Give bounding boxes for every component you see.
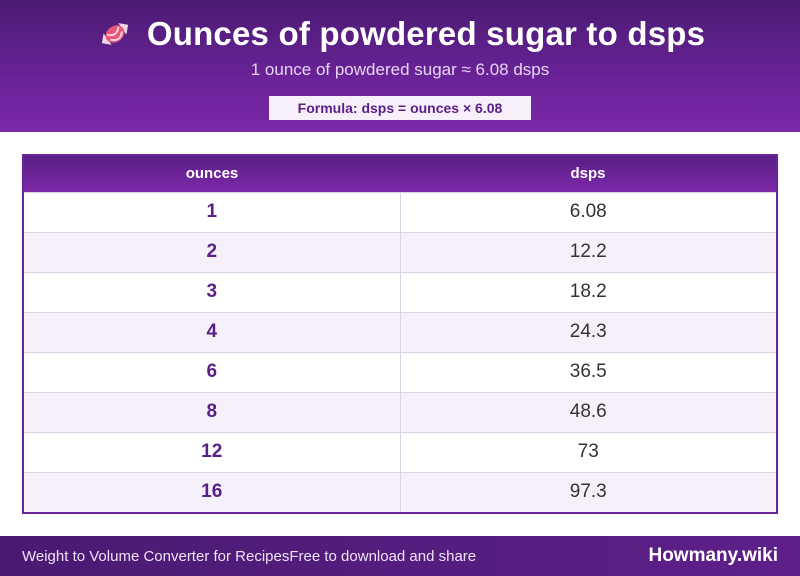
footer-app-name: Weight to Volume Converter for Recipes	[22, 547, 290, 565]
ounces-cell: 4	[24, 311, 401, 352]
ounces-cell: 3	[24, 271, 401, 312]
dsps-cell: 36.5	[400, 351, 776, 392]
table-row: 16 97.3	[24, 471, 776, 512]
brand-logo[interactable]: Howmany.wiki	[648, 545, 778, 566]
dsps-cell: 48.6	[400, 391, 776, 432]
dsps-cell: 6.08	[400, 191, 776, 232]
formula-badge: Formula: dsps = ounces × 6.08	[269, 96, 531, 120]
header: Ounces of powdered sugar to dsps 1 ounce…	[0, 0, 800, 132]
subtitle: 1 ounce of powdered sugar ≈ 6.08 dsps	[250, 60, 550, 79]
ounces-cell: 2	[24, 231, 401, 272]
table-row: 1 6.08	[24, 191, 776, 232]
dsps-cell: 18.2	[400, 271, 776, 312]
dsps-cell: 73	[400, 431, 776, 472]
ounces-cell: 16	[24, 471, 401, 512]
table-row: 6 36.5	[24, 351, 776, 392]
dsps-cell: 97.3	[400, 471, 776, 512]
table-row: 2 12.2	[24, 231, 776, 272]
ounces-cell: 12	[24, 431, 401, 472]
ounces-cell: 1	[24, 191, 401, 232]
conversion-table: ounces dsps 1 6.08 2 12.2 3 18.2 4 24.3	[22, 154, 778, 514]
candy-icon	[95, 14, 135, 54]
table-row: 8 48.6	[24, 391, 776, 432]
footer-tagline: Free to download and share	[289, 547, 477, 565]
table-header: ounces dsps	[24, 156, 776, 192]
page-title: Ounces of powdered sugar to dsps	[146, 15, 706, 52]
dsps-cell: 12.2	[400, 231, 776, 272]
footer: Weight to Volume Converter for Recipes F…	[0, 536, 800, 576]
table-row: 12 73	[24, 431, 776, 472]
table-row: 3 18.2	[24, 271, 776, 312]
title-row: Ounces of powdered sugar to dsps	[0, 12, 800, 56]
column-header-ounces: ounces	[24, 156, 400, 192]
ounces-cell: 6	[24, 351, 401, 392]
column-header-dsps: dsps	[400, 156, 776, 192]
table-row: 4 24.3	[24, 311, 776, 352]
ounces-cell: 8	[24, 391, 401, 432]
dsps-cell: 24.3	[400, 311, 776, 352]
